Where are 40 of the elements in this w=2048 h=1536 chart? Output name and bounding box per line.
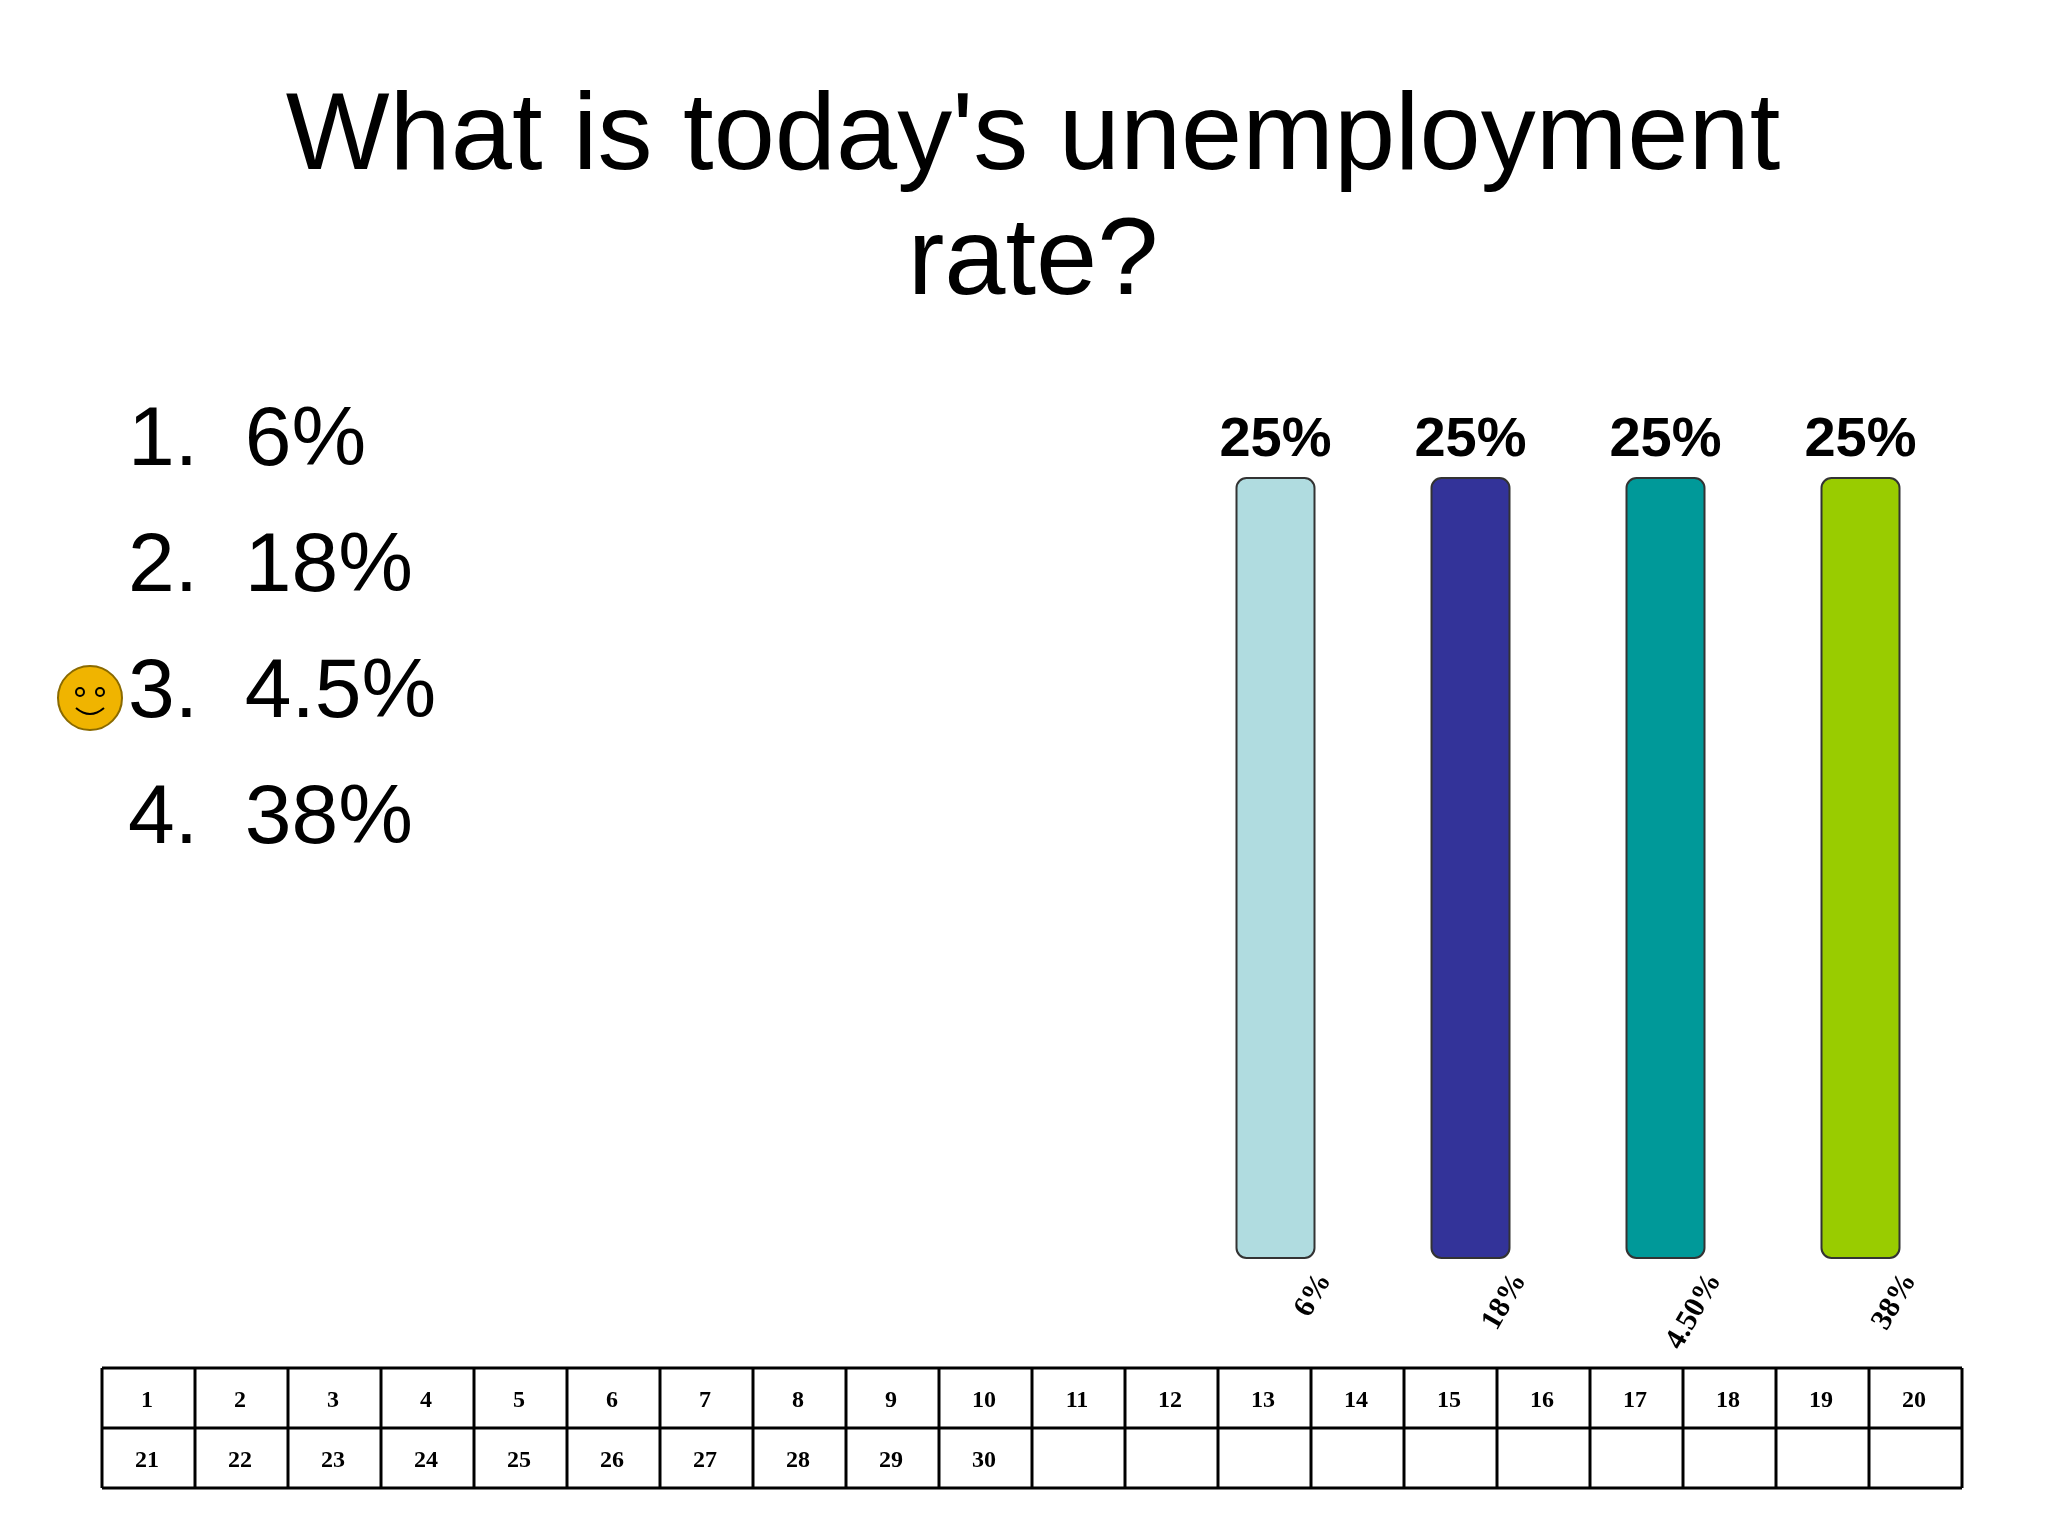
- text: 11: [1065, 1386, 1089, 1412]
- text: 9: [885, 1386, 897, 1412]
- text: 1. 6%: [128, 388, 368, 485]
- text: 6: [606, 1386, 618, 1412]
- data-label: 25%: [1609, 405, 1722, 468]
- text: 1: [141, 1386, 153, 1412]
- text: 30: [972, 1446, 996, 1472]
- text: 14: [1344, 1386, 1368, 1412]
- text: 12: [1158, 1386, 1182, 1412]
- data-label: 25%: [1414, 405, 1527, 468]
- text: 4: [420, 1386, 432, 1412]
- text: 20: [1902, 1386, 1926, 1412]
- text: 3: [327, 1386, 339, 1412]
- text: 24: [414, 1446, 438, 1472]
- text: 4. 38%: [128, 766, 414, 863]
- text: 29: [879, 1446, 903, 1472]
- data-label: 25%: [1219, 405, 1332, 468]
- text: 23: [321, 1446, 345, 1472]
- text: 21: [135, 1446, 159, 1472]
- text: 8: [792, 1386, 804, 1412]
- text: 28: [786, 1446, 810, 1472]
- chart-title: What is today's unemployment rate?: [284, 68, 1782, 318]
- text: 13: [1251, 1386, 1275, 1412]
- text: 26: [600, 1446, 624, 1472]
- text: 7: [699, 1386, 711, 1412]
- text: 10: [972, 1386, 996, 1412]
- text: 15: [1437, 1386, 1461, 1412]
- x-tick-label: 6%: [1285, 1265, 1337, 1322]
- data-label: 25%: [1804, 405, 1917, 468]
- text: 5: [513, 1386, 525, 1412]
- text: 18: [1716, 1386, 1740, 1412]
- text: 25: [507, 1446, 531, 1472]
- text: 19: [1809, 1386, 1833, 1412]
- text: 2. 18%: [128, 514, 414, 611]
- text: 27: [693, 1446, 717, 1472]
- text: 17: [1623, 1386, 1647, 1412]
- text: 22: [228, 1446, 252, 1472]
- text: 3. 4.5%: [128, 640, 437, 737]
- text: 16: [1530, 1386, 1554, 1412]
- text: 2: [234, 1386, 246, 1412]
